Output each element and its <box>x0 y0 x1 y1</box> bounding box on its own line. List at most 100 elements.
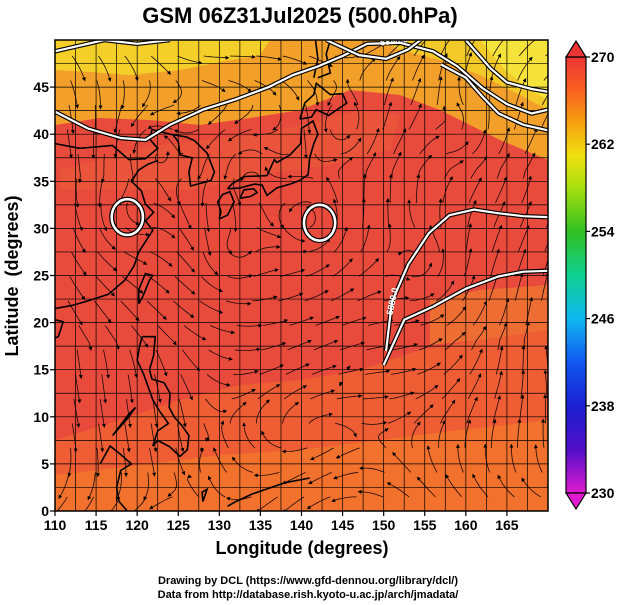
streamline <box>141 80 151 108</box>
x-tick-label: 165 <box>495 517 519 533</box>
colorbar-max-arrow <box>564 39 588 58</box>
streamline <box>99 227 116 250</box>
streamline <box>541 94 548 106</box>
streamline <box>491 224 503 253</box>
streamline <box>494 370 503 400</box>
streamline <box>282 401 300 424</box>
streamline <box>545 53 548 57</box>
streamline <box>228 250 252 258</box>
streamline <box>173 300 195 318</box>
streamline <box>518 394 525 424</box>
coastline <box>55 319 65 339</box>
streamline <box>522 152 536 179</box>
streamline <box>126 398 132 428</box>
streamline <box>437 248 446 277</box>
streamline <box>258 202 274 227</box>
x-tick-label: 140 <box>290 517 314 533</box>
coastline <box>339 382 344 387</box>
colorbar: 270 262 254 246 238 230 <box>564 39 615 511</box>
streamline <box>150 423 158 453</box>
coastline <box>346 365 351 371</box>
streamline <box>262 319 289 326</box>
y-axis-ticks: 0 5 10 15 20 25 30 35 40 45 <box>33 79 55 519</box>
coastline <box>111 406 137 437</box>
streamline <box>417 154 433 179</box>
streamline <box>306 496 331 510</box>
coastline <box>201 487 209 502</box>
streamline <box>228 80 252 93</box>
streamline <box>359 466 385 473</box>
streamline <box>410 77 422 106</box>
y-tick-label: 35 <box>33 173 49 189</box>
streamline <box>207 475 226 498</box>
streamline <box>469 348 483 375</box>
warm-patch-east <box>430 285 548 345</box>
streamline <box>203 423 210 442</box>
streamline <box>455 443 464 473</box>
warm-tongue-sea-of-japan <box>60 110 400 190</box>
streamline <box>285 363 310 375</box>
streamline <box>255 244 281 253</box>
streamline <box>226 227 233 255</box>
streamline <box>261 430 282 449</box>
streamline <box>67 447 72 478</box>
streamline <box>206 374 231 387</box>
streamline <box>151 227 176 239</box>
x-axis-ticks: 110 115 120 125 130 135 140 145 150 155 160 165 <box>44 511 519 533</box>
x-tick-label: 155 <box>413 517 437 533</box>
contour-line <box>325 40 422 60</box>
streamline <box>385 198 390 228</box>
streamline <box>283 227 306 243</box>
streamline <box>335 423 357 438</box>
streamline <box>97 251 118 272</box>
streamline <box>490 248 500 277</box>
streamline <box>517 56 533 81</box>
contour-ring <box>302 203 337 242</box>
streamline <box>99 398 106 428</box>
streamline <box>180 374 193 401</box>
streamline <box>440 40 450 57</box>
streamline <box>411 421 421 448</box>
streamline <box>490 53 501 81</box>
streamline <box>323 104 333 133</box>
streamline <box>236 323 263 328</box>
streamline <box>467 373 482 400</box>
streamline <box>524 127 538 155</box>
streamline <box>515 77 527 106</box>
streamline <box>436 76 443 106</box>
streamline <box>416 173 421 203</box>
streamline <box>366 127 380 155</box>
coastline <box>226 119 319 197</box>
streamline <box>305 104 312 134</box>
colorbar-tick-label: 246 <box>591 311 615 327</box>
streamline <box>415 385 439 400</box>
y-tick-label: 40 <box>33 126 49 142</box>
streamline <box>231 456 254 473</box>
streamline <box>457 76 464 106</box>
streamline <box>133 496 147 511</box>
streamline <box>440 399 456 424</box>
streamline <box>127 374 134 404</box>
streamline <box>365 152 377 179</box>
streamline <box>220 420 229 449</box>
streamline <box>187 474 200 498</box>
streamline <box>358 257 380 277</box>
streamline <box>391 367 417 375</box>
streamline <box>388 173 393 203</box>
streamline <box>308 238 331 253</box>
streamline <box>490 418 497 448</box>
streamline <box>288 201 312 213</box>
contour-ring <box>110 197 145 237</box>
streamline <box>521 477 541 498</box>
streamline <box>176 104 201 116</box>
streamline <box>210 325 236 335</box>
streamline <box>520 369 526 399</box>
streamline <box>131 325 148 348</box>
contour-line <box>464 40 548 93</box>
streamline <box>547 201 548 203</box>
streamline <box>73 398 81 428</box>
streamline <box>255 496 278 511</box>
streamline <box>98 423 105 453</box>
streamline <box>445 141 469 155</box>
